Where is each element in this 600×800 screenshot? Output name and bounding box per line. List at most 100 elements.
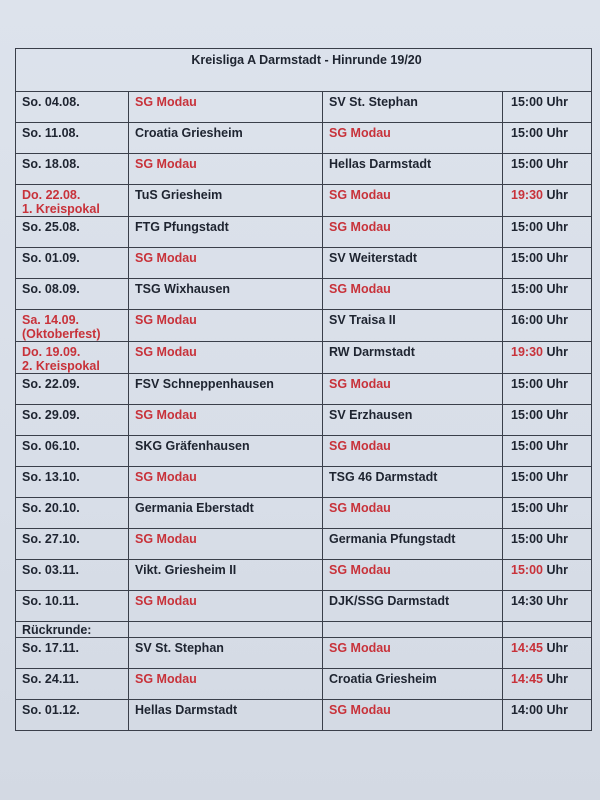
match-row: So. 03.11. Vikt. Griesheim II SG Modau 15:0… (15, 559, 593, 591)
home-team: Hellas Darmstadt (128, 699, 323, 731)
kickoff-time: 15:00 Uhr (501, 91, 593, 123)
table-title: Kreisliga A Darmstadt - Hinrunde 19/20 (14, 48, 593, 92)
kickoff-time: 15:00 Uhr (501, 278, 593, 310)
away-team: SV Weiterstadt (322, 247, 503, 279)
away-team: SG Modau (322, 435, 503, 467)
home-team: SG Modau (128, 528, 323, 560)
time-unit: Uhr (546, 313, 568, 327)
match-row: So. 01.12. Hellas Darmstadt SG Modau 14:00 … (15, 699, 593, 731)
home-team: SG Modau (128, 668, 323, 700)
match-date: So. 11.08. (22, 126, 79, 140)
date-note: 2. Kreispokal (22, 359, 100, 373)
time-unit: Uhr (546, 345, 568, 359)
home-team: Vikt. Griesheim II (128, 559, 323, 591)
away-team: SG Modau (322, 216, 503, 248)
date-cell: So. 29.09. (15, 404, 129, 436)
home-team: SG Modau (128, 153, 323, 185)
kickoff-time: 14:45 Uhr (501, 637, 593, 669)
match-row: So. 13.10. SG Modau TSG 46 Darmstadt 15:00 … (15, 466, 593, 498)
date-cell: So. 06.10. (15, 435, 129, 467)
time-value: 15:00 (511, 563, 543, 577)
kickoff-time: 16:00 Uhr (501, 309, 593, 342)
time-value: 15:00 (511, 408, 543, 422)
match-row: So. 11.08. Croatia Griesheim SG Modau 15:00… (15, 122, 593, 154)
date-cell: So. 03.11. (15, 559, 129, 591)
schedule-table: Kreisliga A Darmstadt - Hinrunde 19/20 S… (14, 48, 593, 731)
match-row: So. 04.08. SG Modau SV St. Stephan 15:00 Uh… (15, 91, 593, 123)
kickoff-time: 15:00 Uhr (501, 435, 593, 467)
time-value: 15:00 (511, 470, 543, 484)
match-row: So. 17.11. SV St. Stephan SG Modau 14:45 Uh… (15, 637, 593, 669)
match-row: So. 01.09. SG Modau SV Weiterstadt 15:00 Uh… (15, 247, 593, 279)
date-cell: So. 04.08. (15, 91, 129, 123)
match-date: So. 18.08. (22, 157, 80, 171)
away-team: SG Modau (322, 373, 503, 405)
home-team: SG Modau (128, 466, 323, 498)
kickoff-time: 14:30 Uhr (501, 590, 593, 622)
empty-cell (322, 621, 503, 638)
time-value: 15:00 (511, 282, 543, 296)
time-value: 14:45 (511, 641, 543, 655)
home-team: SKG Gräfenhausen (128, 435, 323, 467)
home-team: TuS Griesheim (128, 184, 323, 217)
date-cell: Sa. 14.09. (Oktoberfest) (15, 309, 129, 342)
kickoff-time: 19:30 Uhr (501, 341, 593, 374)
time-value: 15:00 (511, 126, 543, 140)
time-unit: Uhr (546, 532, 568, 546)
match-row: So. 10.11. SG Modau DJK/SSG Darmstadt 14:30… (15, 590, 593, 622)
time-value: 19:30 (511, 188, 543, 202)
empty-cell (501, 621, 593, 638)
away-team: SG Modau (322, 559, 503, 591)
time-value: 15:00 (511, 377, 543, 391)
away-team: SV Traisa II (322, 309, 503, 342)
match-date: So. 03.11. (22, 563, 79, 577)
match-date: So. 10.11. (22, 594, 79, 608)
home-team: SV St. Stephan (128, 637, 323, 669)
kickoff-time: 15:00 Uhr (501, 497, 593, 529)
time-unit: Uhr (546, 157, 568, 171)
match-date: So. 01.12. (22, 703, 80, 717)
time-unit: Uhr (546, 563, 568, 577)
date-note: (Oktoberfest) (22, 327, 101, 341)
time-unit: Uhr (546, 251, 568, 265)
date-cell: Do. 22.08. 1. Kreispokal (15, 184, 129, 217)
date-cell: So. 08.09. (15, 278, 129, 310)
away-team: DJK/SSG Darmstadt (322, 590, 503, 622)
home-team: SG Modau (128, 404, 323, 436)
match-date: So. 08.09. (22, 282, 80, 296)
match-date: Do. 22.08. (22, 188, 81, 202)
match-row: So. 29.09. SG Modau SV Erzhausen 15:00 Uhr (15, 404, 593, 436)
kickoff-time: 15:00 Uhr (501, 528, 593, 560)
time-unit: Uhr (546, 220, 568, 234)
match-row: So. 25.08. FTG Pfungstadt SG Modau 15:00 Uh… (15, 216, 593, 248)
time-unit: Uhr (546, 95, 568, 109)
home-team: SG Modau (128, 91, 323, 123)
home-team: Croatia Griesheim (128, 122, 323, 154)
match-row: So. 18.08. SG Modau Hellas Darmstadt 15:00 … (15, 153, 593, 185)
section-row: Rückrunde: (15, 621, 593, 638)
date-cell: So. 13.10. (15, 466, 129, 498)
match-row: So. 06.10. SKG Gräfenhausen SG Modau 15:00 … (15, 435, 593, 467)
time-unit: Uhr (546, 703, 568, 717)
away-team: Croatia Griesheim (322, 668, 503, 700)
match-row: So. 20.10. Germania Eberstadt SG Modau 15:0… (15, 497, 593, 529)
time-value: 14:45 (511, 672, 543, 686)
time-unit: Uhr (546, 188, 568, 202)
match-row: So. 27.10. SG Modau Germania Pfungstadt 15:… (15, 528, 593, 560)
match-row: So. 24.11. SG Modau Croatia Griesheim 14:45… (15, 668, 593, 700)
home-team: SG Modau (128, 590, 323, 622)
match-date: So. 01.09. (22, 251, 80, 265)
kickoff-time: 14:45 Uhr (501, 668, 593, 700)
match-row: So. 22.09. FSV Schneppenhausen SG Modau 15:… (15, 373, 593, 405)
kickoff-time: 15:00 Uhr (501, 404, 593, 436)
away-team: SG Modau (322, 122, 503, 154)
home-team: SG Modau (128, 247, 323, 279)
home-team: SG Modau (128, 309, 323, 342)
time-value: 15:00 (511, 439, 543, 453)
kickoff-time: 15:00 Uhr (501, 373, 593, 405)
match-date: So. 24.11. (22, 672, 79, 686)
time-value: 15:00 (511, 532, 543, 546)
away-team: SG Modau (322, 637, 503, 669)
match-date: Sa. 14.09. (22, 313, 79, 327)
